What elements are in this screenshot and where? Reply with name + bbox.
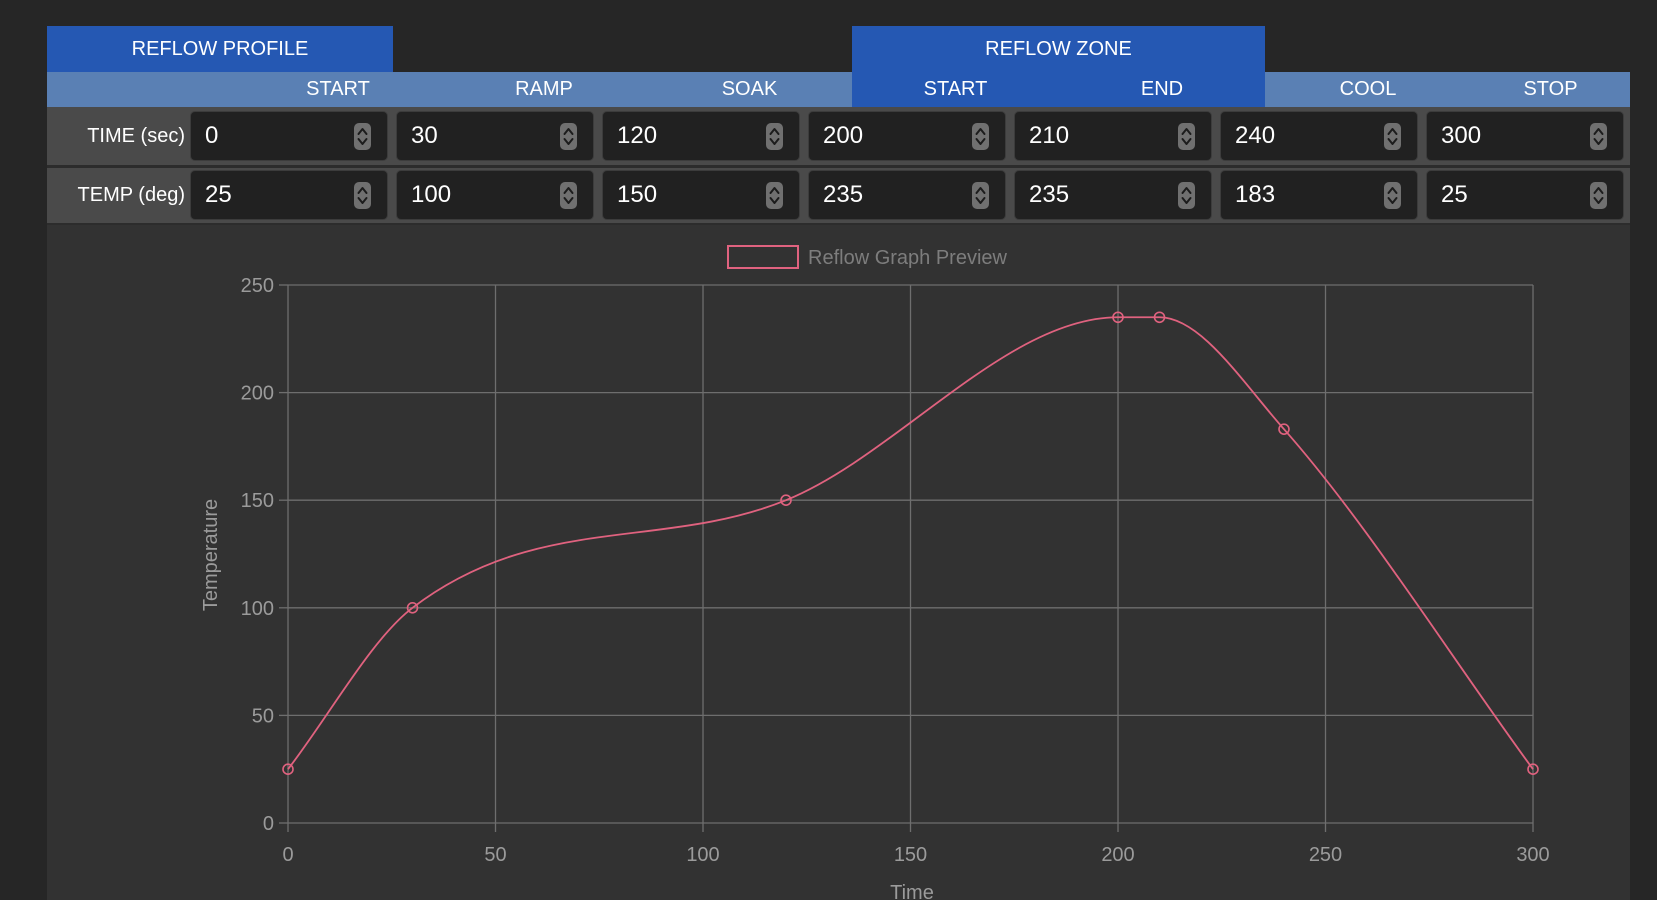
y-tick-label: 100 (241, 598, 274, 620)
chart-legend[interactable]: Reflow Graph Preview (727, 245, 1008, 269)
time-soak-spinbox[interactable]: 120 (602, 111, 800, 161)
y-axis-title: Temperature (200, 499, 222, 611)
series-line (287, 316, 1534, 770)
time-zone-end-value: 210 (1029, 122, 1070, 149)
temp-zone-end-value: 235 (1029, 181, 1070, 208)
reflow-zone-header: REFLOW ZONE (852, 26, 1265, 72)
time-start-value: 0 (205, 122, 219, 149)
stepper-arrows-icon[interactable] (1590, 123, 1607, 150)
time-zone-start-spinbox[interactable]: 200 (808, 111, 1006, 161)
row-divider (47, 165, 1630, 168)
reflow-graph: 0 50 100 150 200 250 300 0 50 100 150 200 250 Reflow… (200, 245, 1550, 900)
y-tick-label: 250 (241, 275, 274, 297)
row-divider-bottom (47, 223, 1630, 225)
temp-ramp-spinbox[interactable]: 100 (396, 170, 594, 220)
time-start-spinbox[interactable]: 0 (190, 111, 388, 161)
header-gap (393, 26, 852, 72)
x-tick-label: 250 (1309, 844, 1342, 866)
stepper-arrows-icon[interactable] (1590, 182, 1607, 209)
stepper-arrows-icon[interactable] (560, 182, 577, 209)
stepper-arrows-icon[interactable] (972, 123, 989, 150)
temp-cool-spinbox[interactable]: 183 (1220, 170, 1418, 220)
stepper-arrows-icon[interactable] (1178, 123, 1195, 150)
temp-start-spinbox[interactable]: 25 (190, 170, 388, 220)
x-tick-label: 100 (686, 844, 719, 866)
header-gap-right (1265, 26, 1630, 72)
data-point (1278, 423, 1290, 435)
temp-row-label: TEMP (deg) (77, 184, 185, 206)
temp-zone-start-spinbox[interactable]: 235 (808, 170, 1006, 220)
data-point (1527, 763, 1539, 776)
stepper-arrows-icon[interactable] (766, 182, 783, 209)
stepper-arrows-icon[interactable] (1384, 182, 1401, 209)
time-ramp-spinbox[interactable]: 30 (396, 111, 594, 161)
time-zone-start-value: 200 (823, 122, 864, 149)
column-header-stop: STOP (1523, 78, 1578, 100)
stepper-arrows-icon[interactable] (560, 123, 577, 150)
stepper-arrows-icon[interactable] (766, 123, 783, 150)
stepper-arrows-icon[interactable] (1384, 123, 1401, 150)
y-tick-label: 50 (252, 705, 274, 727)
column-header-ramp: RAMP (515, 78, 573, 100)
stepper-arrows-icon[interactable] (1178, 182, 1195, 209)
x-tick-label: 200 (1101, 844, 1134, 866)
chart-axes: 0 50 100 150 200 250 300 0 50 100 150 200 250 (241, 275, 1550, 866)
data-point (282, 763, 294, 776)
y-tick-label: 200 (241, 383, 274, 405)
column-header-row (47, 72, 1630, 107)
y-tick-label: 0 (263, 813, 274, 835)
temp-stop-spinbox[interactable]: 25 (1426, 170, 1624, 220)
x-tick-label: 300 (1516, 844, 1549, 866)
time-cool-spinbox[interactable]: 240 (1220, 111, 1418, 161)
time-stop-spinbox[interactable]: 300 (1426, 111, 1624, 161)
data-point (780, 494, 792, 507)
x-tick-label: 50 (484, 844, 506, 866)
reflow-profile-header: REFLOW PROFILE (47, 26, 393, 72)
chart-series (282, 311, 1539, 776)
x-axis-title: Time (890, 882, 934, 900)
column-header-zone-start: START (852, 72, 1059, 107)
time-row-label: TIME (sec) (87, 124, 185, 147)
chart-grid (287, 284, 1534, 824)
stepper-arrows-icon[interactable] (354, 182, 371, 209)
time-ramp-value: 30 (411, 122, 438, 149)
top-strip (47, 0, 1630, 26)
time-soak-value: 120 (617, 122, 658, 149)
temp-start-value: 25 (205, 181, 232, 208)
x-tick-label: 150 (894, 844, 927, 866)
temp-zone-end-spinbox[interactable]: 235 (1014, 170, 1212, 220)
time-stop-value: 300 (1441, 122, 1482, 149)
temp-zone-start-value: 235 (823, 181, 864, 208)
temp-ramp-value: 100 (411, 181, 452, 208)
time-row: TIME (sec) 0 30 120 200 210 240 300 (47, 107, 1630, 165)
temp-soak-spinbox[interactable]: 150 (602, 170, 800, 220)
column-header-start: START (306, 78, 370, 100)
temp-cool-value: 183 (1235, 181, 1276, 208)
data-point (1112, 311, 1124, 324)
legend-label[interactable]: Reflow Graph Preview (808, 247, 1008, 269)
column-header-soak: SOAK (721, 78, 778, 100)
time-cool-value: 240 (1235, 122, 1276, 149)
y-tick-label: 150 (241, 490, 274, 512)
legend-swatch[interactable] (727, 245, 799, 269)
data-point (406, 601, 419, 614)
temp-soak-value: 150 (617, 181, 658, 208)
stepper-arrows-icon[interactable] (354, 123, 371, 150)
column-header-cool: COOL (1339, 78, 1397, 100)
data-point (1153, 311, 1166, 324)
temp-stop-value: 25 (1441, 181, 1468, 208)
time-zone-end-spinbox[interactable]: 210 (1014, 111, 1212, 161)
temp-row: TEMP (deg) 25 100 150 235 235 183 25 (47, 168, 1630, 223)
column-header-zone-end: END (1059, 72, 1265, 107)
x-tick-label: 0 (282, 844, 293, 866)
stepper-arrows-icon[interactable] (972, 182, 989, 209)
reflow-panel: REFLOW PROFILE REFLOW ZONE START RAMP SO… (47, 0, 1630, 900)
